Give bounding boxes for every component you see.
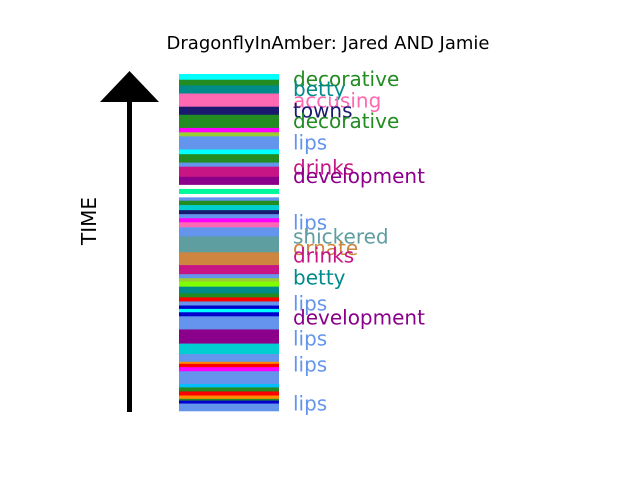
time-band [179,367,279,372]
time-band [179,398,279,401]
time-band [179,281,279,287]
time-band [179,243,279,248]
time-band [179,376,279,382]
time-band [179,350,279,355]
time-band [179,176,279,186]
time-band [179,127,279,133]
time-band [179,312,279,317]
time-band [179,265,279,271]
time-band [179,79,279,86]
time-band [179,214,279,219]
word-label: betty [293,266,346,290]
time-band [179,240,279,245]
time-band [179,132,279,137]
time-band [179,301,279,306]
word-label: accusing [293,88,381,112]
word-label: towns [293,99,353,123]
time-band [179,391,279,396]
time-band [179,85,279,94]
word-label: decorative [293,67,399,91]
time-band [179,395,279,400]
time-band [179,236,279,241]
time-band [179,184,279,190]
word-label: lips [293,392,327,416]
time-band [179,400,279,404]
time-band [179,205,279,211]
time-band [179,363,279,368]
time-band [179,154,279,158]
time-band [179,293,279,298]
time-band [179,231,279,237]
time-band [179,136,279,144]
word-label: decorative [293,109,399,133]
time-band [179,329,279,334]
word-label: lips [293,327,327,351]
time-band [179,210,279,215]
time-band [179,218,279,223]
time-band [179,358,279,363]
time-band [179,149,279,155]
word-label: development [293,164,425,188]
time-band [179,157,279,163]
word-label: lips [293,210,327,234]
time-band [179,274,279,279]
time-band [179,188,279,195]
time-band [179,278,279,282]
time-arrow [100,71,159,412]
time-band [179,354,279,359]
time-band [179,361,279,365]
time-band [179,384,279,388]
word-label: development [293,305,425,329]
word-labels: decorativebettyaccusingtownsdecorativeli… [293,67,425,416]
word-label: lips [293,352,327,376]
time-band [179,333,279,344]
time-band [179,200,279,206]
time-band [179,270,279,275]
time-band [179,162,279,167]
time-band [179,197,279,202]
time-band [179,305,279,310]
time-band [179,387,279,392]
time-band [179,252,279,266]
time-band [179,325,279,330]
time-band [179,222,279,228]
time-band [179,74,279,81]
time-band [179,343,279,351]
time-arrow-head [100,71,159,102]
time-bands [179,74,279,412]
time-band [179,308,279,313]
time-band [179,106,279,116]
word-label: drinks [293,155,354,179]
time-band [179,142,279,150]
time-band [179,286,279,294]
word-label: betty [293,77,346,101]
time-band [179,247,279,253]
word-label: drinks [293,244,354,268]
time-band [179,297,279,302]
time-band [179,114,279,129]
time-band [179,316,279,321]
time-band [179,403,279,412]
time-band [179,93,279,107]
time-axis-label: TIME [77,197,101,246]
word-label: ornate [293,236,358,260]
time-band [179,381,279,385]
time-band [179,371,279,378]
time-band [179,320,279,326]
chart-title: DragonflyInAmber: Jared AND Jamie [167,33,490,54]
time-band [179,166,279,178]
word-label: shickered [293,224,389,248]
word-label: lips [293,131,327,155]
time-band [179,193,279,198]
time-band [179,227,279,232]
word-label: lips [293,291,327,315]
